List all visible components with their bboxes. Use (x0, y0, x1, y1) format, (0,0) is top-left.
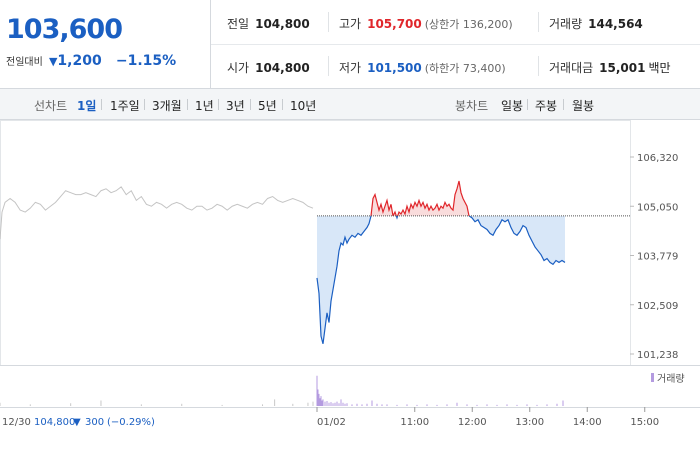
stat-high: 고가 105,700 (상한가 136,200) (339, 15, 513, 32)
divider (218, 99, 219, 110)
x-tick-label: 13:00 (515, 417, 544, 428)
below-prev-close-area (469, 215, 565, 265)
candle-chart-label: 봉차트 (455, 99, 489, 113)
stat-sub: (상한가 136,200) (424, 18, 513, 31)
stats-panel: 전일 104,800 고가 105,700 (상한가 136,200) 거래량 144,… (211, 0, 700, 88)
intraday-series-line-down (316, 215, 372, 344)
down-arrow-icon: ▼ (48, 55, 58, 68)
y-tick-label: 105,050 (637, 202, 678, 213)
stat-turnover: 거래대금 15,001 백만 (549, 59, 671, 76)
prev-day-close: 104,800 (34, 417, 75, 428)
divider (101, 99, 102, 110)
stat-value: 101,500 (367, 61, 422, 75)
y-tick-label: 101,238 (637, 350, 678, 361)
stat-low: 저가 101,500 (하한가 73,400) (339, 59, 506, 76)
current-price: 103,600 (6, 14, 123, 45)
divider (187, 99, 188, 110)
prev-day-change-pct: (−0.29%) (107, 417, 155, 428)
intraday-series-line-up (392, 210, 397, 217)
y-tick-label: 103,779 (637, 252, 678, 263)
tab-period-1d[interactable]: 1일 (77, 99, 97, 113)
stat-open: 시가 104,800 (227, 59, 310, 76)
stat-label: 고가 (339, 17, 362, 31)
tab-period-1w[interactable]: 1주일 (110, 99, 140, 113)
x-tick-label: 14:00 (573, 417, 602, 428)
price-box: 103,600 전일대비 ▼1,200 −1.15% (0, 0, 211, 88)
y-tick-label: 102,509 (637, 301, 678, 312)
stat-label: 저가 (339, 61, 362, 75)
divider (538, 12, 539, 32)
chart-toolbar: 선차트 1일 1주일 3개월 1년 3년 5년 10년 봉차트 일봉 주봉 월봉 (0, 89, 700, 120)
stat-label: 전일 (227, 17, 250, 31)
x-tick-label: 11:00 (400, 417, 429, 428)
change-value: 1,200 (57, 53, 102, 69)
intraday-series-line-up (370, 192, 394, 217)
below-prev-close-area (317, 215, 371, 344)
divider (527, 99, 528, 110)
divider (538, 56, 539, 76)
quote-summary: 103,600 전일대비 ▼1,200 −1.15% 전일 104,800 고가 1… (0, 0, 700, 89)
x-tick-label: 01/02 (317, 417, 346, 428)
plot-frame (0, 120, 631, 366)
divider (328, 12, 329, 32)
change-label: 전일대비 (6, 57, 43, 68)
stat-prev-close: 전일 104,800 (227, 15, 310, 32)
intraday-series-line-down (468, 215, 566, 266)
divider (250, 99, 251, 110)
stat-sub: (하한가 73,400) (424, 62, 506, 75)
stat-value: 15,001 (599, 61, 646, 75)
intraday-series-line-down (395, 215, 399, 220)
tab-candle-week[interactable]: 주봉 (535, 99, 558, 113)
tab-period-3m[interactable]: 3개월 (152, 99, 182, 113)
prev-day-series-line (0, 186, 314, 240)
divider (144, 99, 145, 110)
stat-value: 144,564 (588, 17, 643, 31)
change-row: 전일대비 ▼1,200 −1.15% (6, 53, 176, 69)
prev-day-date: 12/30 (2, 417, 31, 428)
intraday-series-line-up (397, 180, 470, 217)
down-arrow-icon: ▼ (73, 417, 81, 428)
stat-value: 104,800 (255, 61, 310, 75)
stat-label: 시가 (227, 61, 250, 75)
tab-period-5y[interactable]: 5년 (258, 99, 277, 113)
tab-period-10y[interactable]: 10년 (290, 99, 317, 113)
tab-candle-month[interactable]: 월봉 (572, 99, 595, 113)
stat-unit: 백만 (648, 61, 671, 75)
price-chart: 106,320 105,050 103,779 102,509 101,238 거래량 … (0, 120, 700, 450)
stat-label: 거래대금 (549, 61, 594, 75)
x-tick-label: 15:00 (630, 417, 659, 428)
stat-volume: 거래량 144,564 (549, 15, 643, 32)
change-percent: −1.15% (115, 53, 177, 69)
stats-row-2: 시가 104,800 저가 101,500 (하한가 73,400) 거래대금 15,0… (211, 44, 700, 88)
divider (328, 56, 329, 76)
prev-day-change: 300 (85, 417, 104, 428)
volume-legend-swatch (651, 373, 654, 382)
x-tick-label: 12:00 (458, 417, 487, 428)
stat-value: 105,700 (367, 17, 422, 31)
tab-period-3y[interactable]: 3년 (226, 99, 245, 113)
stat-value: 104,800 (255, 17, 310, 31)
above-prev-close-area (371, 194, 393, 216)
divider (563, 99, 564, 110)
tab-candle-day[interactable]: 일봉 (501, 99, 524, 113)
stat-label: 거래량 (549, 17, 583, 31)
divider (282, 99, 283, 110)
y-tick-label: 106,320 (637, 153, 678, 164)
volume-legend: 거래량 (657, 373, 685, 385)
above-prev-close-area (397, 181, 469, 216)
tab-period-1y[interactable]: 1년 (195, 99, 214, 113)
stats-row-1: 전일 104,800 고가 105,700 (상한가 136,200) 거래량 144,… (211, 0, 700, 45)
line-chart-label: 선차트 (34, 99, 68, 113)
